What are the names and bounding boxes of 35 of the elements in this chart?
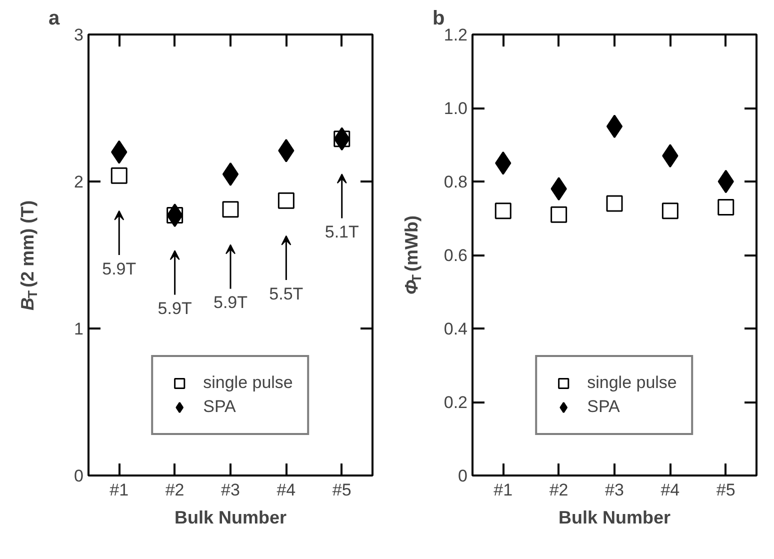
y-tick-label: 2 (74, 172, 84, 192)
x-tick-label: #2 (165, 480, 184, 500)
x-axis-title: Bulk Number (174, 508, 287, 528)
x-tick-label: #1 (494, 480, 513, 500)
x-tick-label: #4 (660, 480, 680, 500)
legend-label: single pulse (587, 373, 677, 393)
x-tick-label: #3 (221, 480, 240, 500)
y-tick-label: 0 (458, 466, 468, 486)
y-tick-label: 1.2 (444, 26, 468, 44)
x-tick-label: #4 (276, 480, 296, 500)
y-tick-label: 0.6 (444, 246, 468, 265)
x-tick-label: #5 (332, 480, 352, 500)
y-tick-label: 0.8 (444, 172, 468, 192)
legend-label: single pulse (203, 373, 293, 393)
y-tick-label: 0.2 (444, 393, 468, 412)
x-tick-label: #1 (110, 480, 129, 500)
y-tick-label: 3 (74, 26, 84, 44)
annotation: 5.5T (269, 284, 304, 304)
chart-title: b (432, 8, 445, 30)
x-tick-label: #3 (605, 480, 624, 500)
annotation: 5.9T (213, 293, 248, 312)
chart-title: a (48, 8, 60, 30)
legend-label: SPA (587, 397, 620, 417)
x-axis-title: Bulk Number (558, 508, 671, 528)
annotation: 5.1T (324, 222, 359, 242)
y-tick-label: 1 (74, 320, 84, 338)
annotation: 5.9T (158, 299, 192, 318)
annotation: 5.9T (102, 259, 136, 278)
legend-label: SPA (203, 397, 236, 417)
y-tick-label: 0.4 (444, 320, 468, 338)
x-tick-label: #2 (549, 480, 568, 500)
y-tick-label: 0 (74, 466, 84, 486)
x-tick-label: #5 (716, 480, 736, 500)
y-tick-label: 1.0 (444, 99, 468, 118)
y-axis-title: BT(2 mm) (T) (18, 200, 40, 310)
